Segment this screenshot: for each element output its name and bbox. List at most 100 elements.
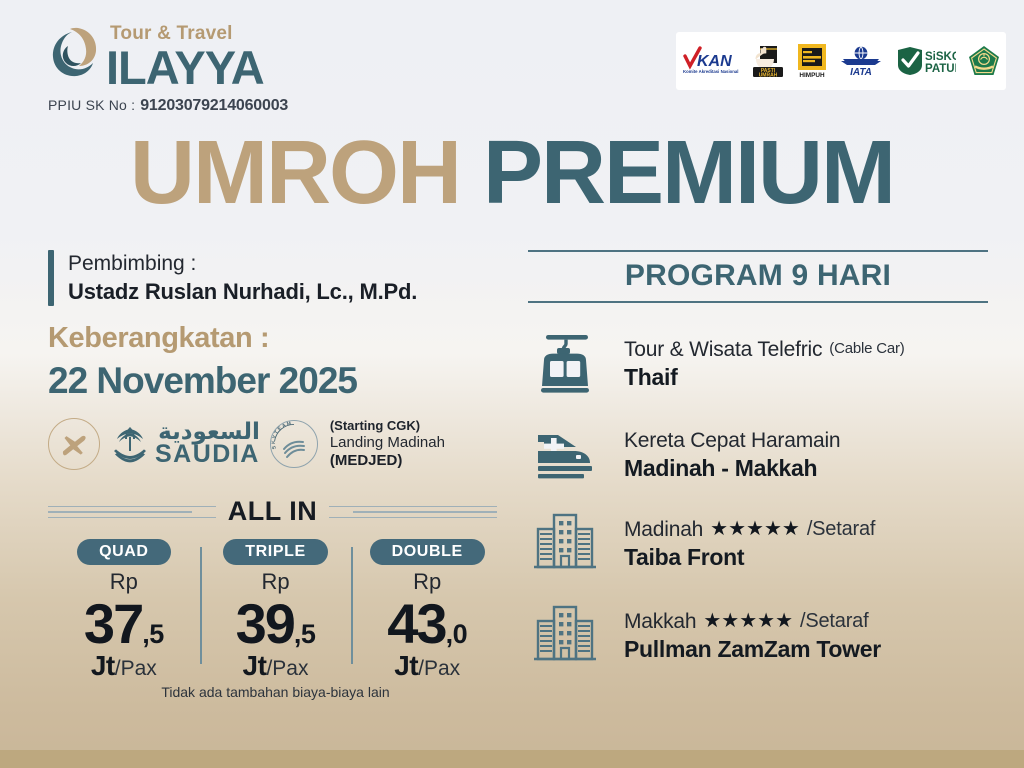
- svg-text:SiSKO: SiSKO: [925, 51, 956, 63]
- departure-label: Keberangkatan :: [48, 322, 270, 355]
- price-decimal: ,5: [293, 619, 316, 650]
- saudia-airline-logo: السعودية SAUDIA: [110, 421, 260, 467]
- price-unit: Jt /Pax: [355, 650, 499, 682]
- feature-item: Kereta Cepat Haramain Madinah - Makkah: [528, 425, 988, 485]
- guide-name: Ustadz Ruslan Nurhadi, Lc., M.Pd.: [68, 278, 418, 304]
- all-in-divider: ALL IN: [48, 496, 503, 527]
- price-unit: Jt /Pax: [204, 650, 348, 682]
- flight-note-line2: Landing Madinah: [329, 433, 445, 451]
- svg-text:IATA: IATA: [850, 67, 872, 78]
- himpuh-logo-icon: HIMPUH: [796, 43, 828, 79]
- accent-bar: [48, 250, 54, 307]
- bottom-accent-strip: [0, 750, 1024, 768]
- price-unit-pax: /Pax: [266, 657, 309, 681]
- feature-title: Makkah: [624, 609, 697, 633]
- price-tier-badge: TRIPLE: [223, 539, 328, 566]
- price-decimal: ,0: [445, 619, 468, 650]
- ppiu-label: PPIU SK No :: [48, 96, 136, 113]
- airline-block: السعودية SAUDIA S K Y T E A M: [48, 418, 503, 471]
- divider-lines-left: [48, 505, 216, 519]
- airplane-icon: [48, 418, 100, 471]
- svg-text:Komite Akreditasi Nasional: Komite Akreditasi Nasional: [683, 69, 738, 74]
- right-panel: PROGRAM 9 HARI Tour & Wisata Telefric (: [528, 250, 988, 669]
- flight-note-line1: (Starting CGK): [329, 418, 421, 434]
- ilayya-crescent-logo-icon: [52, 27, 97, 77]
- price-column-double: DOUBLE Rp 43 ,0 Jt /Pax: [351, 539, 503, 682]
- feature-subtitle: (Cable Car): [829, 340, 905, 358]
- feature-value: Taiba Front: [624, 543, 745, 570]
- price-currency: Rp: [413, 569, 442, 595]
- price-tier-badge: DOUBLE: [369, 539, 485, 566]
- feature-title: Tour & Wisata Telefric: [624, 337, 823, 361]
- svg-text:HIMPUH: HIMPUH: [799, 72, 825, 79]
- price-currency: Rp: [261, 569, 290, 595]
- price-integer: 37: [83, 592, 144, 656]
- feature-title: Madinah: [624, 517, 704, 541]
- price-amount: 37 ,5: [52, 591, 196, 656]
- price-table: QUAD Rp 37 ,5 Jt /Pax TRIPLE Rp 39 ,5: [48, 539, 503, 682]
- feature-item: Tour & Wisata Telefric (Cable Car) Thaif: [528, 329, 988, 399]
- feature-item: Makkah ★★★★★ /Setaraf Pullman ZamZam Tow…: [528, 603, 988, 669]
- program-title: PROGRAM 9 HARI: [624, 259, 892, 292]
- feature-title-row: Makkah ★★★★★ /Setaraf: [624, 609, 881, 634]
- price-currency: Rp: [109, 569, 138, 595]
- feature-item: Madinah ★★★★★ /Setaraf Taiba Front: [528, 511, 988, 577]
- saudia-palm-swords-icon: [114, 427, 146, 463]
- feature-setaraf: /Setaraf: [806, 518, 876, 541]
- guide-block: Pembimbing : Ustadz Ruslan Nurhadi, Lc.,…: [48, 250, 503, 307]
- left-panel: Pembimbing : Ustadz Ruslan Nurhadi, Lc.,…: [48, 250, 503, 700]
- ppiu-license: PPIU SK No : 91203079214060003: [48, 97, 288, 115]
- departure-date: 22 November 2025: [48, 360, 358, 402]
- price-disclaimer: Tidak ada tambahan biaya-biaya lain: [161, 684, 390, 701]
- price-unit-jt: Jt: [242, 650, 267, 682]
- flight-note-line3: (MEDJED): [329, 452, 403, 470]
- page-title: UMROH PREMIUM: [0, 128, 1024, 218]
- star-rating: ★★★★★: [703, 610, 793, 633]
- brand-name: ILAYYA: [106, 41, 265, 94]
- price-tier-badge: QUAD: [77, 539, 171, 566]
- divider-lines-right: [329, 505, 497, 519]
- feature-setaraf: /Setaraf: [800, 610, 869, 633]
- svg-text:KAN: KAN: [697, 53, 732, 70]
- feature-title: Kereta Cepat Haramain: [624, 428, 841, 452]
- price-unit-jt: Jt: [394, 650, 419, 682]
- title-word-umroh: UMROH: [130, 123, 462, 223]
- svg-text:PATUH: PATUH: [925, 63, 956, 75]
- svg-text:PASTI: PASTI: [760, 68, 775, 74]
- kemenag-badge-logo-icon: [967, 44, 1001, 78]
- price-unit: Jt /Pax: [52, 650, 196, 682]
- high-speed-train-icon: [528, 425, 606, 485]
- star-rating: ★★★★★: [710, 518, 800, 541]
- pasti-umrah-logo-icon: PASTI UMRAH: [751, 43, 785, 79]
- feature-title-row: Tour & Wisata Telefric (Cable Car): [624, 337, 905, 362]
- brand-logo-block: Tour & Travel ILAYYA PPIU SK No : 912030…: [48, 22, 288, 115]
- price-column-triple: TRIPLE Rp 39 ,5 Jt /Pax: [199, 539, 352, 682]
- saudia-name: SAUDIA: [155, 440, 260, 469]
- feature-title-row: Madinah ★★★★★ /Setaraf: [624, 517, 875, 542]
- title-word-premium: PREMIUM: [482, 123, 896, 223]
- price-unit-pax: /Pax: [418, 657, 461, 681]
- price-unit-jt: Jt: [90, 650, 115, 682]
- certification-logos-card: KAN Komite Akreditasi Nasional PASTI UMR…: [676, 32, 1006, 90]
- saudia-arabic-name: السعودية: [158, 419, 260, 446]
- feature-value: Pullman ZamZam Tower: [624, 635, 881, 662]
- hotel-building-icon: [528, 603, 606, 669]
- cable-car-icon: [528, 329, 606, 399]
- skyteam-logo-icon: S K Y T E A M: [269, 420, 318, 469]
- header: Tour & Travel ILAYYA PPIU SK No : 912030…: [0, 0, 1024, 120]
- guide-label: Pembimbing :: [68, 252, 197, 275]
- program-header: PROGRAM 9 HARI: [528, 250, 988, 303]
- ppiu-value: 91203079214060003: [140, 96, 289, 114]
- price-decimal: ,5: [142, 619, 164, 650]
- feature-value: Thaif: [624, 363, 678, 390]
- price-integer: 39: [235, 592, 296, 656]
- kan-accreditation-logo-icon: KAN Komite Akreditasi Nasional: [682, 46, 740, 76]
- hotel-building-icon: [528, 511, 606, 577]
- iata-logo-icon: IATA: [839, 44, 883, 78]
- all-in-label: ALL IN: [227, 496, 318, 527]
- brand-tagline: Tour & Travel: [110, 23, 233, 44]
- feature-title-row: Kereta Cepat Haramain: [624, 428, 841, 453]
- price-unit-pax: /Pax: [114, 657, 157, 681]
- price-amount: 43 ,0: [355, 591, 499, 656]
